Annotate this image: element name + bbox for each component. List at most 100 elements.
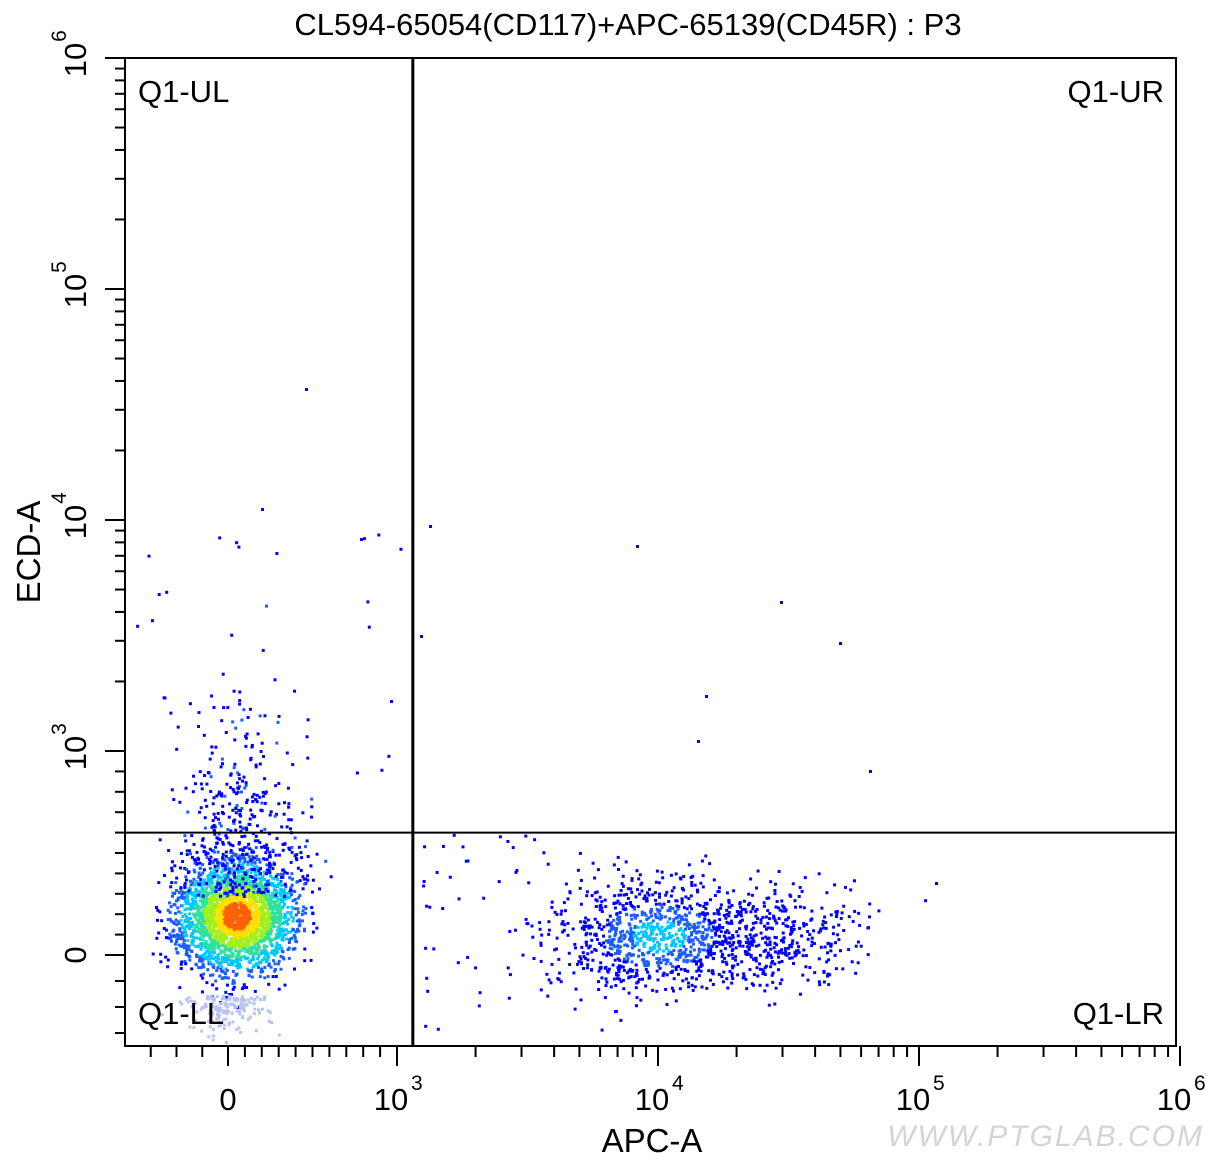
event-dot [269,929,273,933]
event-dot [699,969,703,973]
event-dot [423,845,427,849]
event-dot [232,852,236,856]
event-dot [227,841,231,845]
event-dot [246,917,250,921]
event-dot [764,915,768,919]
event-dot [750,893,754,897]
event-dot [263,877,266,881]
event-dot [790,930,794,934]
event-dot [575,962,579,966]
event-dot [186,1000,190,1004]
event-dot [671,964,674,968]
event-dot [275,552,279,555]
event-dot [250,868,254,871]
event-dot [254,875,258,879]
event-dot [212,929,216,933]
event-dot [214,816,217,820]
event-dot [802,922,806,925]
event-dot [770,961,774,965]
event-dot [614,952,617,956]
event-dot [244,826,248,830]
event-dot [448,875,452,879]
event-dot [727,911,731,914]
event-dot [618,945,622,949]
event-dot [791,939,795,943]
event-dot [184,875,188,879]
event-dot [189,906,193,910]
event-dot [216,1010,220,1014]
event-dot [309,958,313,962]
event-dot [826,972,830,976]
event-dot [812,942,816,945]
event-dot [773,892,777,896]
event-dot [582,967,585,970]
event-dot [235,875,239,879]
event-dot [802,924,806,928]
event-dot [222,896,226,900]
event-dot [262,944,266,948]
event-dot [704,955,708,959]
event-dot [160,1013,164,1017]
event-dot [762,901,766,905]
event-dot [694,936,698,940]
event-dot [288,876,292,880]
event-dot [197,882,201,886]
event-dot [278,922,282,925]
event-dot [253,920,257,924]
event-dot [731,934,735,937]
event-dot [773,889,777,892]
event-dot [220,878,224,882]
event-dot [208,943,212,947]
event-dot [619,935,623,939]
event-dot [250,896,254,900]
event-dot [188,1025,192,1029]
event-dot [204,956,208,960]
event-dot [230,855,234,859]
event-dot [700,985,704,989]
event-dot [261,903,265,907]
event-dot [580,926,584,930]
event-dot [766,909,770,913]
event-dot [249,917,253,921]
event-dot [710,944,714,948]
event-dot [185,907,189,911]
event-dot [207,962,211,966]
event-dot [607,938,611,942]
event-dot [241,877,245,881]
x-tick-exponent: 5 [933,1072,945,1095]
event-dot [306,874,310,878]
event-dot [228,945,232,949]
event-dot [237,916,241,920]
event-dot [693,929,697,933]
event-dot [229,910,233,913]
event-dot [656,949,660,953]
event-dot [639,998,643,1002]
event-dot [694,960,698,964]
event-dot [742,899,746,903]
event-dot [242,775,246,779]
event-dot [588,932,592,936]
event-dot [168,901,172,905]
event-dot [613,901,616,905]
event-dot [673,944,677,948]
event-dot [195,902,199,906]
event-dot [740,960,744,964]
event-dot [585,943,589,947]
event-dot [203,908,207,912]
event-dot [817,957,821,961]
event-dot [732,889,736,893]
event-dot [849,888,853,892]
event-dot [248,952,252,956]
event-dot [531,935,535,939]
event-dot [184,902,188,905]
event-dot [268,895,272,899]
event-dot [693,985,697,989]
event-dot [268,850,272,854]
event-dot [466,859,470,863]
event-dot [232,930,236,934]
event-dot [658,895,661,899]
event-dot [641,934,645,938]
event-dot [255,907,259,910]
event-dot [241,826,245,830]
event-dot [213,858,217,862]
